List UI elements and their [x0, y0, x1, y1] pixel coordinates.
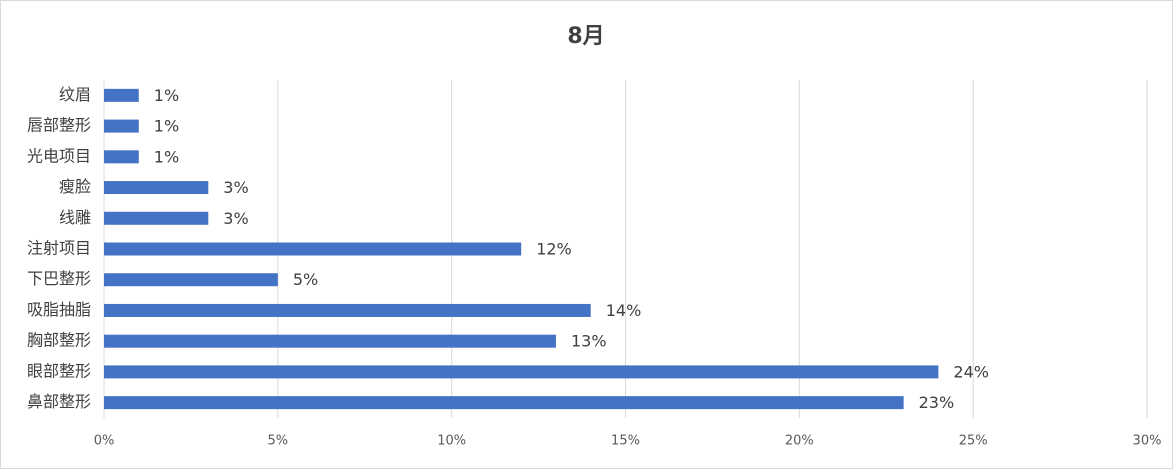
bar: [104, 119, 139, 133]
bar: [104, 273, 278, 287]
bar: [104, 88, 139, 102]
bar: [104, 303, 591, 317]
value-label: 23%: [919, 393, 955, 412]
x-tick-label: 20%: [785, 434, 814, 449]
x-tick-label: 30%: [1133, 434, 1162, 449]
chart-title: 8月: [567, 24, 604, 49]
bar: [104, 150, 139, 164]
bar: [104, 334, 556, 348]
bar: [104, 242, 522, 256]
y-tick-label: 瘦脸: [59, 177, 91, 196]
value-label: 14%: [606, 301, 642, 320]
y-tick-label: 注射项目: [27, 239, 91, 258]
bar: [104, 181, 209, 195]
y-tick-label: 下巴整形: [27, 269, 91, 288]
value-label: 12%: [536, 240, 572, 259]
value-label: 1%: [154, 86, 179, 105]
y-tick-label: 眼部整形: [27, 361, 91, 380]
x-tick-label: 25%: [959, 434, 988, 449]
y-tick-label: 纹眉: [59, 85, 91, 104]
y-tick-label: 唇部整形: [27, 116, 91, 135]
bar: [104, 396, 904, 410]
bar: [104, 211, 209, 225]
value-label: 1%: [154, 117, 179, 136]
value-label: 24%: [953, 362, 989, 381]
value-label: 3%: [223, 209, 248, 228]
y-tick-label: 线雕: [59, 208, 91, 227]
x-tick-label: 10%: [437, 434, 466, 449]
value-label: 3%: [223, 178, 248, 197]
value-label: 13%: [571, 332, 607, 351]
x-tick-label: 0%: [94, 434, 115, 449]
y-tick-label: 鼻部整形: [27, 392, 91, 411]
x-tick-label: 5%: [268, 434, 289, 449]
value-label: 1%: [154, 147, 179, 166]
y-tick-label: 胸部整形: [27, 331, 91, 350]
x-tick-label: 15%: [611, 434, 640, 449]
y-tick-label: 光电项目: [27, 146, 91, 165]
bar: [104, 365, 939, 379]
y-tick-label: 吸脂抽脂: [27, 300, 91, 319]
value-label: 5%: [293, 270, 318, 289]
